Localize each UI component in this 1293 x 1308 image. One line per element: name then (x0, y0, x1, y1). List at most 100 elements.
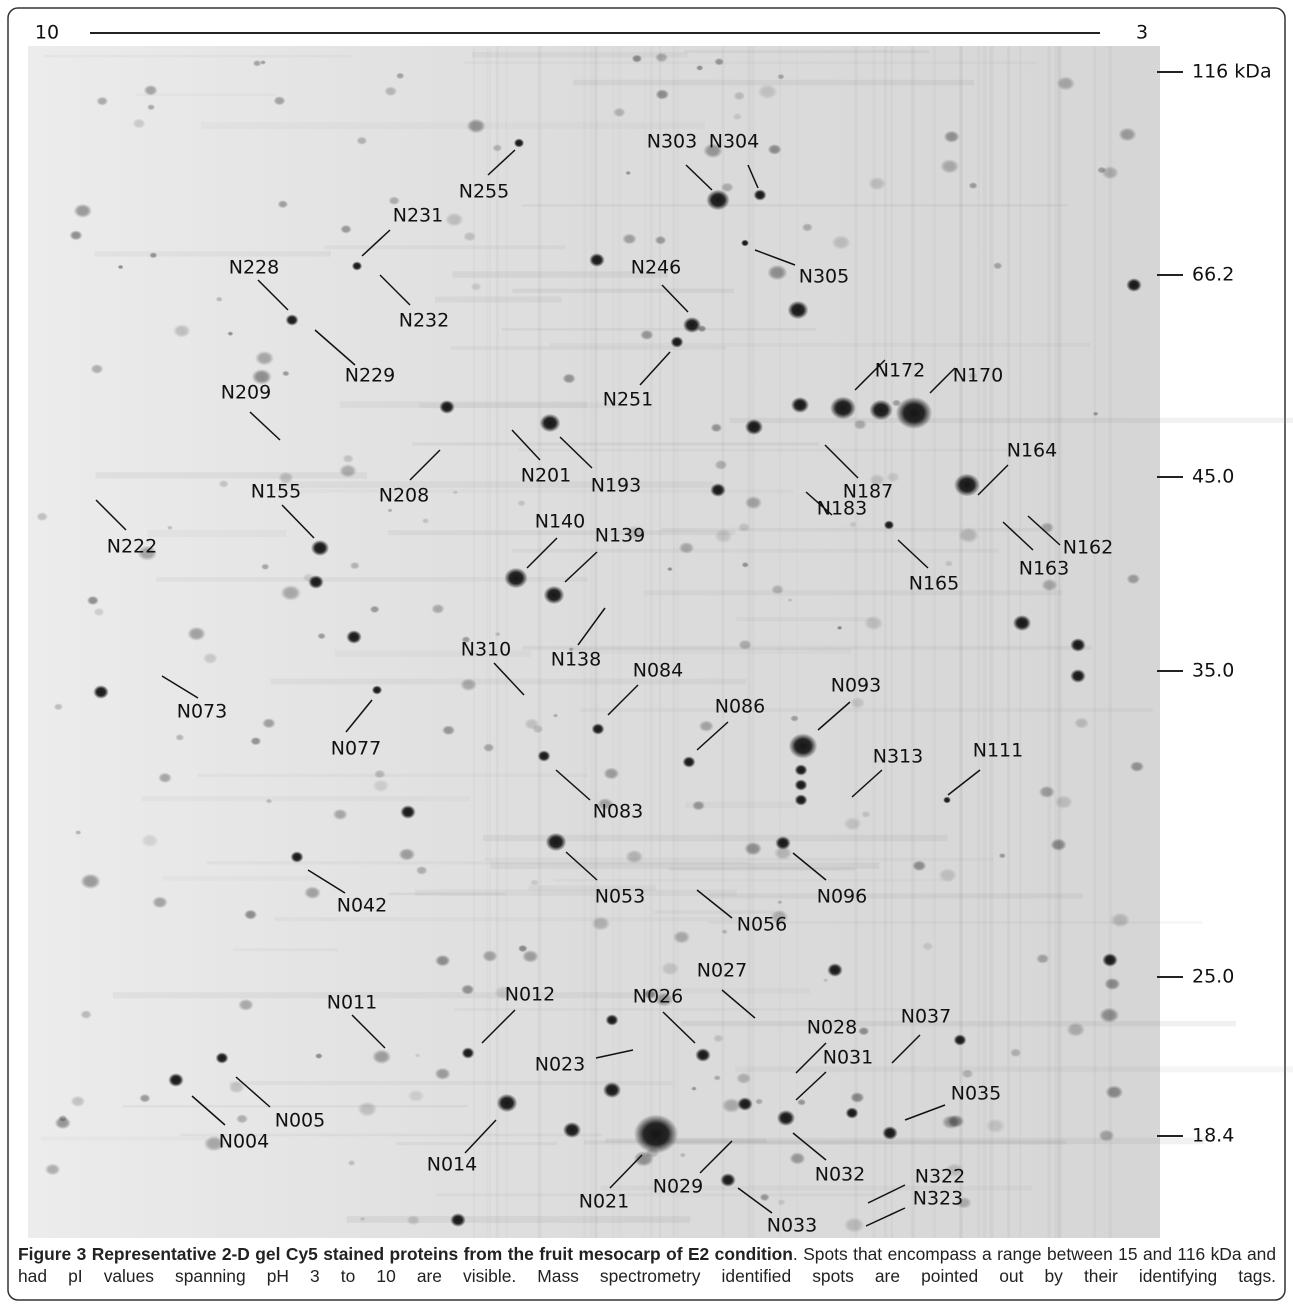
faint-spot (714, 460, 727, 470)
streak (1047, 46, 1051, 1238)
faint-spot (868, 177, 886, 191)
faint-spot (625, 171, 631, 175)
faint-spot (492, 144, 502, 152)
spot-tag: N322 (915, 1166, 965, 1188)
streak (201, 122, 705, 129)
spot-tag: N165 (909, 573, 959, 595)
protein-spot (795, 779, 808, 791)
faint-spot (823, 978, 828, 982)
faint-spot (1101, 166, 1119, 180)
streak (960, 46, 963, 1238)
protein-spot (706, 190, 729, 211)
faint-spot (69, 230, 82, 240)
faint-spot (755, 1098, 763, 1104)
faint-spot (625, 850, 643, 864)
streak (978, 46, 980, 1238)
faint-spot (832, 235, 851, 250)
streak (989, 46, 993, 1238)
marker-label: 35.0 (1192, 660, 1234, 682)
faint-spot (372, 1049, 391, 1064)
faint-spot (733, 91, 745, 100)
faint-spot (591, 916, 610, 930)
faint-spot (372, 779, 389, 792)
faint-spot (1055, 795, 1073, 809)
ph-right-label: 3 (1136, 22, 1148, 44)
faint-spot (938, 868, 957, 882)
spot-tag: N012 (505, 984, 555, 1006)
spot-tag: N073 (177, 701, 227, 723)
faint-spot (1118, 127, 1136, 141)
protein-spot (1102, 953, 1118, 967)
streak (580, 708, 1153, 712)
faint-spot (333, 809, 348, 820)
faint-spot (1040, 522, 1054, 533)
spot-tag: N209 (221, 382, 271, 404)
faint-spot (118, 265, 124, 269)
faint-spot (843, 817, 861, 831)
faint-spot (562, 373, 575, 383)
faint-spot (396, 73, 404, 80)
faint-spot (70, 1096, 85, 1107)
spot-tag: N033 (767, 1215, 817, 1237)
streak (644, 46, 646, 1238)
spot-tag: N096 (817, 886, 867, 908)
protein-spot (741, 240, 749, 247)
spot-tag: N028 (807, 1017, 857, 1039)
protein-spot (710, 483, 726, 497)
spot-tag: N084 (633, 660, 683, 682)
faint-spot (54, 703, 63, 710)
faint-spot (483, 743, 495, 752)
faint-spot (280, 585, 301, 601)
streak (595, 46, 598, 1238)
streak (668, 868, 854, 871)
marker-label: 18.4 (1192, 1125, 1234, 1147)
faint-spot (132, 118, 145, 128)
protein-spot (346, 630, 362, 644)
protein-spot (754, 189, 767, 201)
streak (518, 449, 1057, 452)
spot-tag: N164 (1007, 440, 1057, 462)
faint-spot (738, 522, 750, 531)
faint-spot (1050, 838, 1066, 851)
protein-spot (1126, 278, 1142, 292)
faint-spot (680, 1153, 686, 1158)
faint-spot (518, 945, 528, 952)
spot-tag: N193 (591, 475, 641, 497)
faint-spot (238, 999, 254, 1011)
streak (502, 328, 817, 330)
faint-spot (187, 627, 206, 641)
protein-spot (777, 1110, 795, 1126)
protein-spot (795, 794, 808, 806)
protein-spot (830, 397, 856, 420)
spot-tag: N246 (631, 257, 681, 279)
faint-spot (416, 866, 428, 875)
spot-tag: N163 (1019, 558, 1069, 580)
page: {"figure": { "ph_axis": {"left": "10", "… (0, 0, 1293, 1308)
spot-tag: N305 (799, 266, 849, 288)
faint-spot (961, 1069, 973, 1078)
spot-tag: N183 (817, 498, 867, 520)
faint-spot (348, 1160, 356, 1166)
faint-spot (460, 678, 477, 691)
faint-spot (940, 159, 959, 174)
spot-tag: N035 (951, 1083, 1001, 1105)
faint-spot (1105, 1085, 1123, 1099)
faint-spot (75, 830, 81, 835)
faint-spot (350, 562, 360, 570)
faint-spot (408, 1089, 425, 1102)
faint-spot (738, 639, 752, 650)
faint-spot (407, 1215, 421, 1225)
streak (570, 648, 851, 654)
protein-spot (400, 805, 416, 819)
faint-spot (944, 131, 960, 143)
protein-spot (882, 1126, 898, 1140)
streak (41, 1137, 207, 1141)
protein-spot (789, 733, 818, 758)
streak (612, 46, 614, 1238)
spot-tag: N231 (393, 205, 443, 227)
faint-spot (360, 1217, 366, 1221)
streak (347, 1216, 691, 1223)
faint-spot (1110, 912, 1130, 927)
faint-spot (679, 542, 695, 554)
spot-tag: N304 (709, 131, 759, 153)
